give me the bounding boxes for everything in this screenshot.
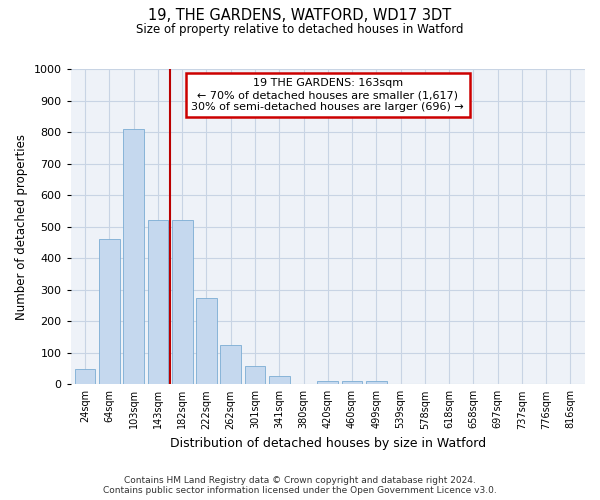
X-axis label: Distribution of detached houses by size in Watford: Distribution of detached houses by size …	[170, 437, 486, 450]
Bar	[245, 366, 265, 384]
Bar	[269, 376, 290, 384]
Bar	[317, 380, 338, 384]
Bar	[75, 370, 95, 384]
Bar	[99, 240, 120, 384]
Bar	[220, 345, 241, 385]
Text: 19, THE GARDENS, WATFORD, WD17 3DT: 19, THE GARDENS, WATFORD, WD17 3DT	[148, 8, 452, 22]
Bar	[124, 129, 144, 384]
Bar	[196, 298, 217, 384]
Text: Size of property relative to detached houses in Watford: Size of property relative to detached ho…	[136, 22, 464, 36]
Text: 19 THE GARDENS: 163sqm
← 70% of detached houses are smaller (1,617)
30% of semi-: 19 THE GARDENS: 163sqm ← 70% of detached…	[191, 78, 464, 112]
Y-axis label: Number of detached properties: Number of detached properties	[15, 134, 28, 320]
Bar	[366, 381, 386, 384]
Bar	[148, 220, 168, 384]
Bar	[172, 220, 193, 384]
Bar	[342, 381, 362, 384]
Text: Contains HM Land Registry data © Crown copyright and database right 2024.
Contai: Contains HM Land Registry data © Crown c…	[103, 476, 497, 495]
